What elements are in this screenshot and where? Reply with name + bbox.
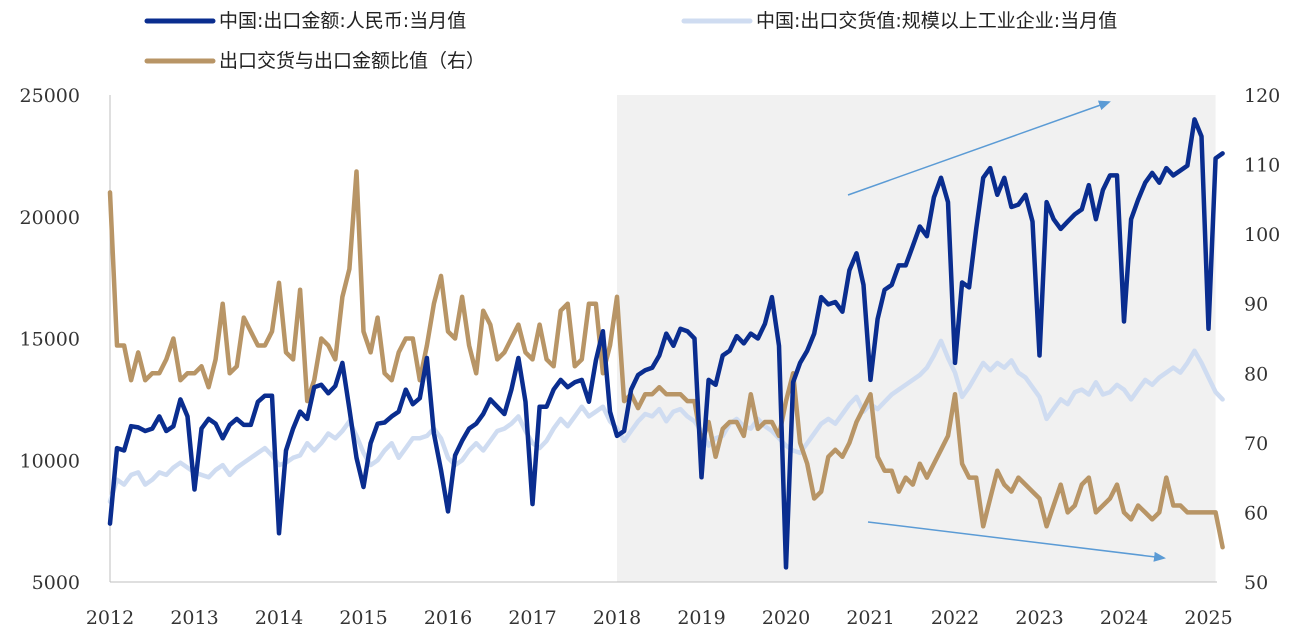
y-right-tick-label: 70 [1244,433,1268,455]
x-tick-label: 2013 [170,607,218,629]
y-right-tick-label: 60 [1244,502,1268,524]
downward-trend-arrow [867,521,1166,562]
y-right-tick-label: 120 [1244,85,1280,107]
legend-label-3: 出口交货与出口金额比值（右） [219,50,485,72]
upward-trend-arrow [847,100,1111,196]
x-tick-label: 2019 [677,607,725,629]
tick-labels: 2012 2013 2014 2015 2016 2017 2018 2019 2020 2021… [20,85,1281,629]
shaded-period [617,95,1216,582]
legend-label-2: 中国:出口交货值:规模以上工业企业:当月值 [756,10,1117,32]
x-tick-label: 2020 [762,607,810,629]
x-tick-label: 2015 [339,607,387,629]
y-left-tick-label: 20000 [20,207,80,229]
y-right-tick-label: 110 [1244,155,1280,177]
series-line-2 [107,338,1225,504]
x-tick-label: 2014 [255,607,303,629]
x-tick-label: 2021 [846,607,894,629]
series-line-3 [107,169,1225,550]
y-left-tick-label: 25000 [20,85,80,107]
y-right-tick-label: 100 [1244,224,1280,246]
y-left-tick-label: 5000 [32,572,80,594]
x-tick-label: 2017 [508,607,556,629]
x-tick-label: 2012 [86,607,134,629]
y-left-tick-label: 15000 [20,329,80,351]
shaded-region [617,95,1216,582]
y-right-tick-label: 50 [1244,572,1268,594]
x-tick-label: 2023 [1015,607,1063,629]
legend: 中国:出口金额:人民币:当月值 中国:出口交货值:规模以上工业企业:当月值出口交货… [144,10,1117,72]
x-tick-label: 2025 [1184,607,1232,629]
trend-arrows [847,100,1166,562]
y-right-tick-label: 90 [1244,294,1268,316]
legend-label-1: 中国:出口金额:人民币:当月值 [219,10,466,32]
x-tick-label: 2024 [1100,607,1148,629]
series-lines [107,117,1225,570]
x-tick-label: 2018 [593,607,641,629]
x-tick-label: 2016 [424,607,472,629]
y-right-tick-label: 80 [1244,363,1268,385]
series-line-1 [107,117,1225,570]
y-left-tick-label: 10000 [20,450,80,472]
x-tick-label: 2022 [931,607,979,629]
